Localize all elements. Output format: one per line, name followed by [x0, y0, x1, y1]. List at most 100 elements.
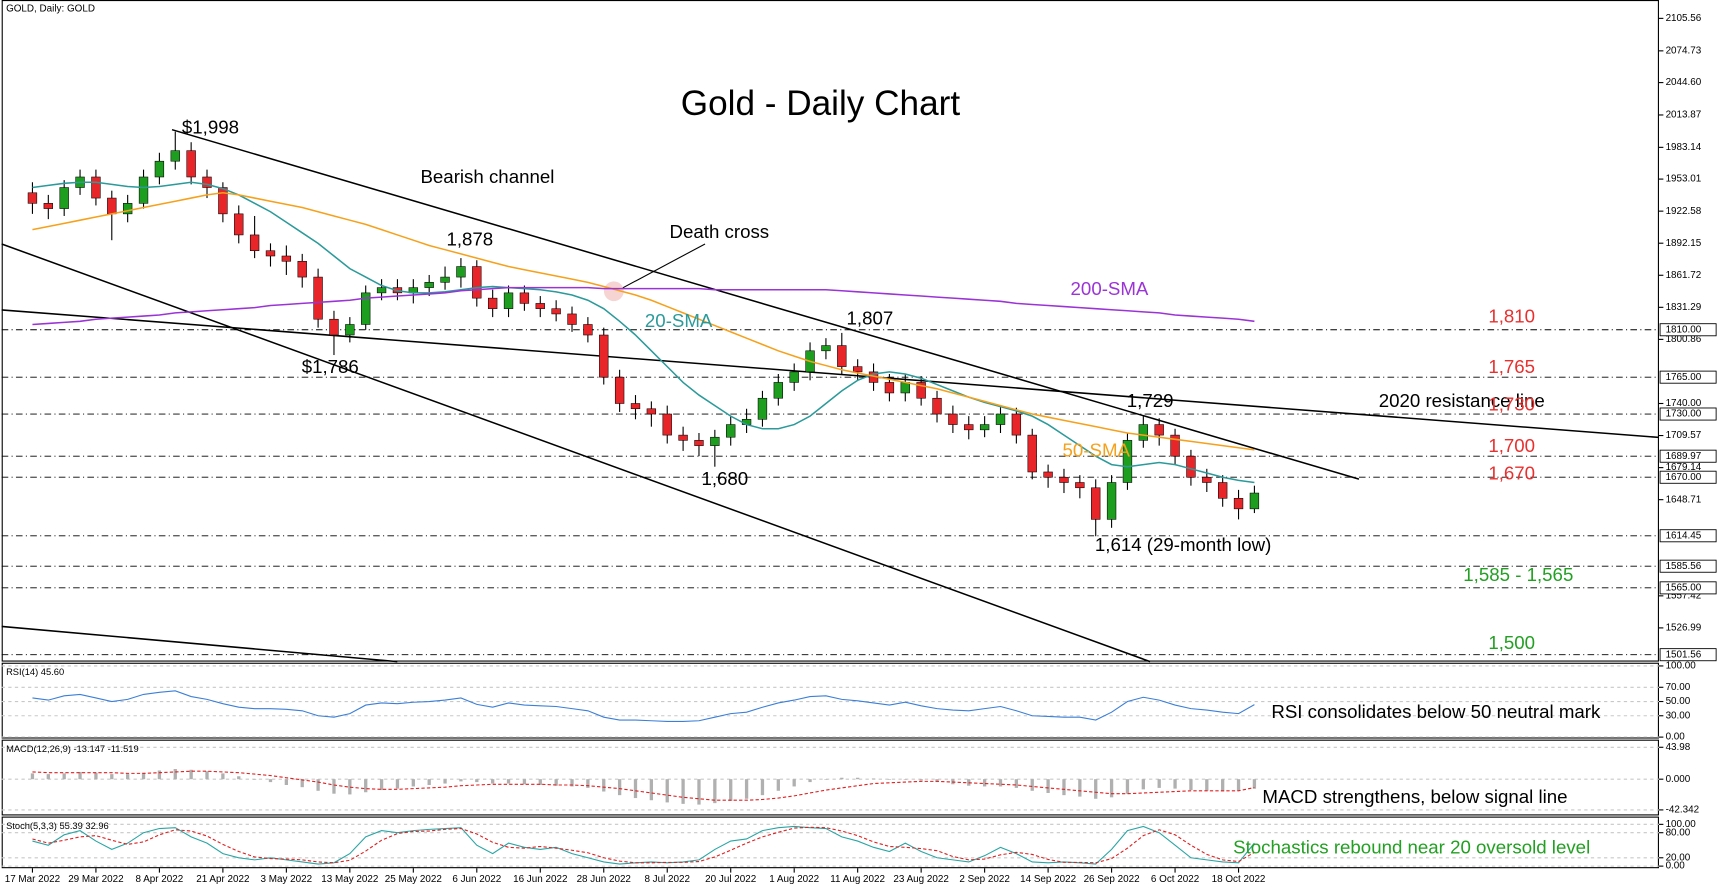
candle-body	[1218, 482, 1228, 499]
macd-bar	[205, 771, 209, 780]
trend-lines	[1, 128, 1660, 663]
sma-line	[32, 286, 1255, 326]
x-tick-label: 2 Sep 2022	[959, 874, 1010, 885]
candle-body	[138, 176, 149, 204]
y-tick-label: -42.342	[1666, 805, 1700, 816]
macd-bar	[665, 779, 669, 803]
candle-body	[1186, 455, 1196, 478]
macd-bar	[998, 779, 1003, 787]
y-tick-label: 1526.99	[1666, 623, 1702, 634]
y-tick-label: 100.00	[1666, 819, 1697, 830]
annotation: 1,765	[1488, 356, 1535, 377]
candle-body	[440, 276, 450, 283]
candle-body	[900, 382, 910, 394]
macd-bar	[808, 779, 812, 783]
annotation: 1,680	[701, 468, 748, 489]
candle-body	[1059, 476, 1069, 483]
x-tick-label: 25 May 2022	[385, 874, 442, 885]
candle-body	[1075, 482, 1085, 489]
level-box	[1659, 529, 1717, 543]
macd-bar	[237, 776, 241, 780]
x-tick-label: 1 Aug 2022	[769, 874, 819, 885]
macd-bar	[840, 777, 844, 780]
level-label: 1585.56	[1666, 561, 1702, 572]
annotation: 1,730	[1488, 393, 1535, 414]
macd-bar	[284, 779, 289, 785]
annotation: 2020 resistance line	[1379, 390, 1545, 411]
macd-bar	[62, 773, 66, 780]
macd-bar	[126, 774, 130, 780]
level-label: 1810.00	[1666, 324, 1702, 335]
y-tick-label: 0.00	[1666, 861, 1686, 872]
macd-bar	[141, 772, 146, 780]
y-tick-label: 1648.71	[1666, 494, 1702, 505]
candle-body	[281, 255, 292, 262]
y-tick-label: 1709.57	[1666, 430, 1702, 441]
macd-bar	[744, 779, 749, 799]
x-tick-label: 8 Apr 2022	[136, 874, 184, 885]
annotation: 1,670	[1488, 463, 1535, 484]
y-tick-label: 0.000	[1666, 774, 1691, 785]
candle-body	[614, 376, 625, 404]
candle-body	[1106, 482, 1117, 520]
macd-bar	[919, 779, 923, 781]
candle-body	[1027, 434, 1037, 473]
macd-bar	[982, 779, 987, 787]
level-box	[1659, 648, 1717, 662]
y-tick-label: 80.00	[1666, 827, 1691, 838]
candle-body	[1233, 498, 1244, 510]
candle-body	[154, 160, 165, 178]
macd-bar	[1173, 779, 1177, 789]
macd-bar	[427, 779, 431, 785]
candle-body	[773, 382, 783, 399]
macd-bar	[1252, 779, 1257, 789]
y-tick-label: 1740.00	[1666, 398, 1702, 409]
candle-body	[837, 345, 847, 367]
level-label: 1501.56	[1666, 649, 1702, 660]
y-tick-label: 2105.56	[1666, 13, 1702, 24]
x-tick-label: 21 Apr 2022	[196, 874, 249, 885]
y-tick-label: 1983.14	[1666, 142, 1702, 153]
x-tick-label: 13 May 2022	[321, 874, 378, 885]
candle-body	[1170, 434, 1180, 457]
macd-bar	[1046, 779, 1050, 793]
chart-title: Gold - Daily Chart	[681, 84, 961, 123]
macd-bar	[364, 779, 368, 793]
macd-bar	[856, 777, 860, 780]
level-box	[1659, 470, 1717, 484]
macd-bar	[221, 773, 225, 780]
candle-body	[345, 324, 355, 336]
candle-body	[710, 436, 720, 446]
indicator-title: MACD(12,26,9) -13.147 -11.519	[6, 744, 139, 754]
candle-body	[1043, 471, 1053, 478]
candle-body	[979, 424, 990, 431]
candle-body	[535, 303, 545, 309]
candle-body	[59, 187, 69, 209]
macd-bar	[570, 779, 574, 787]
level-label: 1565.00	[1666, 582, 1702, 593]
level-box	[1659, 370, 1717, 384]
candle-body	[662, 413, 672, 436]
annotation: 1,585 - 1,565	[1463, 564, 1573, 585]
x-tick-label: 26 Sep 2022	[1084, 874, 1140, 885]
macd-bar	[395, 779, 400, 789]
macd-bar	[1030, 779, 1034, 791]
candle-body	[694, 440, 704, 446]
level-label: 1614.45	[1666, 530, 1702, 541]
macd-bar	[379, 779, 384, 791]
y-tick-label: 2013.87	[1666, 110, 1702, 121]
indicator-note: Stochastics rebound near 20 oversold lev…	[1233, 836, 1590, 857]
death-cross-marker	[603, 281, 624, 302]
candle-body	[265, 250, 276, 257]
candle-body	[995, 413, 1006, 425]
death-cross-arrow	[622, 243, 706, 289]
macd-bar	[729, 779, 733, 801]
candle-body	[852, 366, 863, 373]
macd-bar	[633, 779, 638, 799]
macd-bar	[411, 779, 415, 787]
x-tick-label: 14 Sep 2022	[1020, 874, 1076, 885]
candle-body	[487, 297, 498, 309]
annotation: 1,878	[446, 229, 493, 250]
macd-bar	[824, 779, 828, 780]
series-label: 200-SMA	[1071, 278, 1149, 299]
